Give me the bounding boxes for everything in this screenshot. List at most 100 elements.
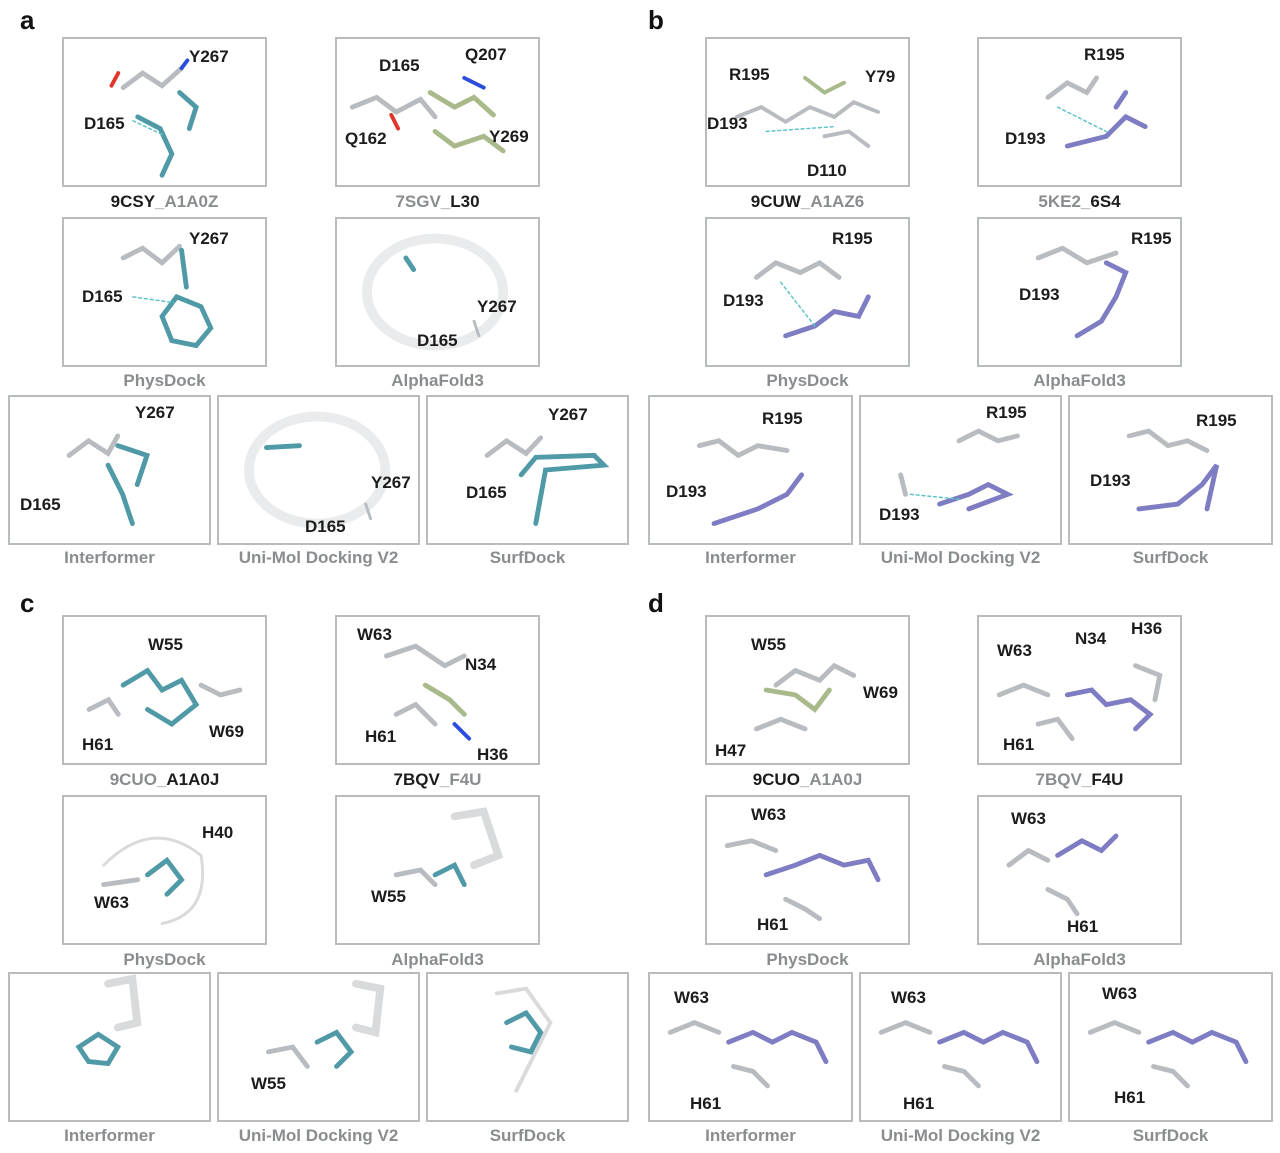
residue-label: D193: [666, 482, 707, 501]
structure-view: R195 D193: [977, 217, 1182, 367]
residue-label: H61: [903, 1094, 935, 1113]
residue-label: H61: [82, 735, 114, 754]
residue-label: R195: [729, 65, 770, 84]
method-caption: PhysDock: [123, 950, 206, 969]
residue-label: Y267: [135, 403, 175, 422]
residue-label: W63: [357, 625, 392, 644]
residue-label: D165: [82, 287, 123, 306]
method-caption: SurfDock: [489, 1126, 566, 1145]
residue-label: R195: [986, 403, 1027, 422]
residue-label: D165: [305, 517, 346, 536]
structure-caption: 9CSY_A1A0Z: [110, 192, 219, 211]
residue-label: Y267: [548, 405, 588, 424]
residue-label: R195: [832, 229, 873, 248]
structure-caption: 9CUW_A1AZ6: [750, 192, 865, 211]
residue-label: W69: [209, 722, 244, 741]
structure-view: R195 Y79 D193 D110: [705, 37, 910, 187]
structure-view: W63 H61: [1068, 972, 1273, 1122]
residue-label: D193: [1005, 129, 1046, 148]
method-caption: SurfDock: [1132, 548, 1209, 567]
residue-label: Y269: [489, 127, 529, 146]
residue-label: Y267: [371, 473, 411, 492]
residue-label: D165: [417, 331, 458, 350]
structure-view: W63 H61: [859, 972, 1062, 1122]
panel-label-c: c: [20, 588, 35, 618]
residue-label: H40: [202, 823, 234, 842]
residue-label: H61: [757, 915, 789, 934]
method-caption: PhysDock: [766, 371, 849, 390]
residue-label: H36: [477, 745, 509, 764]
structure-view: [8, 972, 211, 1122]
method-caption: Uni-Mol Docking V2: [880, 1126, 1041, 1145]
residue-label: D165: [20, 495, 61, 514]
residue-label: R195: [1131, 229, 1172, 248]
panel-label-b: b: [648, 5, 664, 35]
method-caption: Interformer: [705, 1126, 796, 1145]
structure-view: R195 D193: [977, 37, 1182, 187]
method-caption: Interformer: [64, 1126, 155, 1145]
structure-view: R195 D193: [705, 217, 910, 367]
structure-view: W63 N34 H36 H61: [977, 615, 1182, 765]
structure-view: D165 Q207 Q162 Y269: [335, 37, 540, 187]
residue-label: D193: [1019, 285, 1060, 304]
residue-label: Y267: [189, 229, 229, 248]
method-caption: SurfDock: [489, 548, 566, 567]
structure-view: W55: [335, 795, 540, 945]
method-caption: AlphaFold3: [391, 950, 484, 969]
residue-label: H61: [365, 727, 397, 746]
structure-view: W55: [217, 972, 420, 1122]
residue-label: H36: [1131, 619, 1163, 638]
residue-label: R195: [762, 409, 803, 428]
structure-caption: 7BQV_F4U: [1035, 770, 1124, 789]
residue-label: W55: [371, 887, 406, 906]
residue-label: W63: [1102, 984, 1137, 1003]
structure-view: H40 W63: [62, 795, 267, 945]
structure-view: W63 H61: [977, 795, 1182, 945]
residue-label: N34: [465, 655, 497, 674]
structure-view: W63 H61: [648, 972, 853, 1122]
residue-label: R195: [1084, 45, 1125, 64]
residue-label: W63: [674, 988, 709, 1007]
residue-label: N34: [1075, 629, 1107, 648]
structure-view: [426, 972, 629, 1122]
residue-label: D193: [1090, 471, 1131, 490]
structure-view: Y267 D165: [426, 395, 629, 545]
residue-label: H61: [1114, 1088, 1146, 1107]
residue-label: W63: [751, 805, 786, 824]
residue-label: Y79: [865, 67, 896, 86]
residue-label: R195: [1196, 411, 1237, 430]
method-caption: Uni-Mol Docking V2: [238, 1126, 399, 1145]
residue-label: D165: [84, 114, 125, 133]
method-caption: SurfDock: [1132, 1126, 1209, 1145]
residue-label: Q162: [345, 129, 387, 148]
structure-view: Y267 D165: [335, 217, 540, 367]
residue-label: D165: [379, 56, 420, 75]
residue-label: W55: [148, 635, 183, 654]
panel-label-a: a: [20, 5, 35, 35]
residue-label: D165: [466, 483, 507, 502]
residue-label: W69: [863, 683, 898, 702]
structure-caption: 7BQV_F4U: [393, 770, 482, 789]
structure-caption: 9CUO_A1A0J: [109, 770, 220, 789]
structure-view: Y267 D165: [8, 395, 211, 545]
method-caption: AlphaFold3: [1033, 950, 1126, 969]
residue-label: H61: [690, 1094, 722, 1113]
residue-label: H47: [715, 741, 747, 760]
panel-label-d: d: [648, 588, 664, 618]
residue-label: D110: [807, 161, 847, 180]
residue-label: W63: [1011, 809, 1046, 828]
method-caption: AlphaFold3: [391, 371, 484, 390]
structure-view: W55 H61 W69: [62, 615, 267, 765]
structure-view: W63 H61: [705, 795, 910, 945]
residue-label: Y267: [477, 297, 517, 316]
residue-label: Q207: [465, 45, 507, 64]
structure-caption: 9CUO_A1A0J: [752, 770, 863, 789]
residue-label: D193: [723, 291, 764, 310]
structure-caption: 5KE2_6S4: [1038, 192, 1121, 211]
residue-label: W55: [251, 1074, 286, 1093]
residue-label: D193: [879, 505, 920, 524]
structure-view: W63 N34 H61 H36: [335, 615, 540, 765]
structure-view: Y267 D165: [217, 395, 420, 545]
residue-label: H61: [1003, 735, 1035, 754]
structure-view: R195 D193: [1068, 395, 1273, 545]
